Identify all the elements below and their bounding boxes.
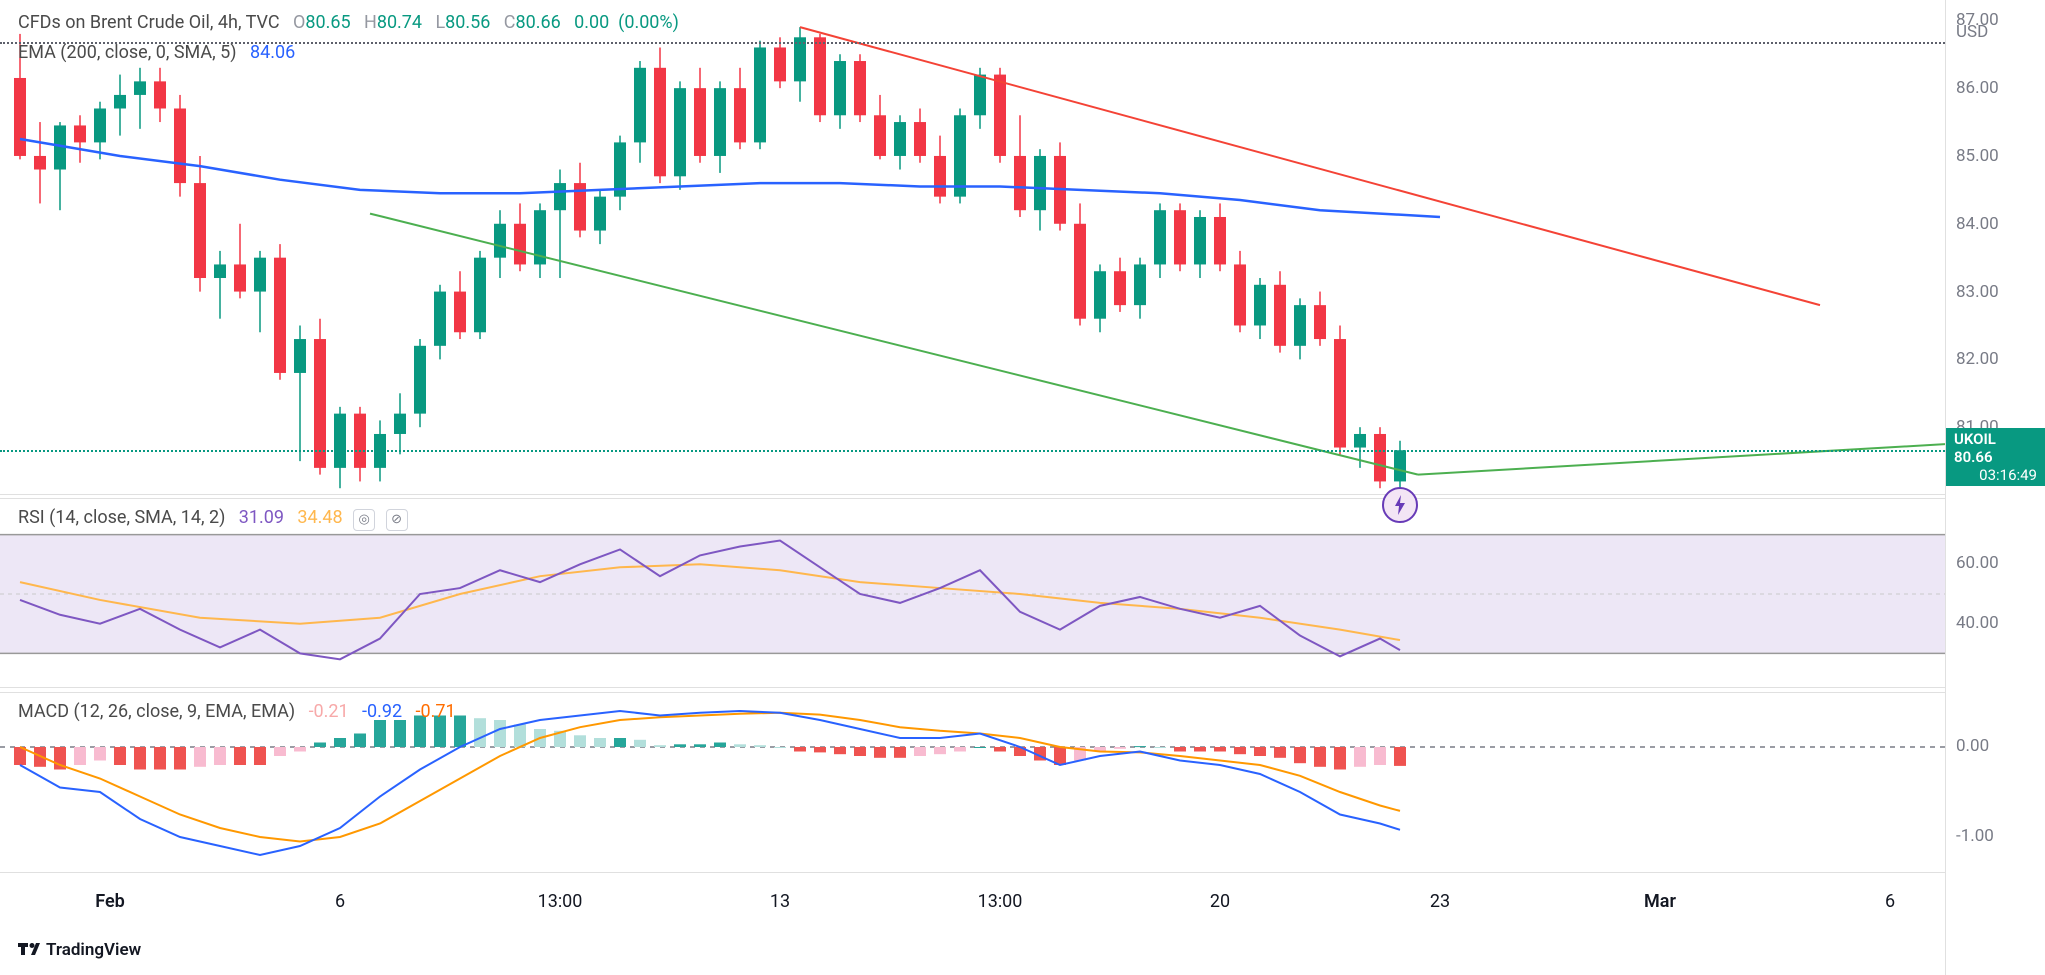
xaxis-tick: Mar	[1644, 891, 1676, 912]
ema-legend: EMA (200, close, 0, SMA, 5) 84.06	[18, 42, 295, 63]
rsi-visibility-icon[interactable]: ◎	[353, 509, 375, 531]
symbol-legend: CFDs on Brent Crude Oil, 4h, TVC O80.65 …	[18, 12, 679, 33]
tradingview-watermark: TradingView	[18, 940, 141, 960]
rsi-yaxis-tick: 60.00	[1956, 553, 1999, 573]
main-chart-svg	[0, 0, 1945, 495]
y-axis: USD 87.0086.0085.0084.0083.0082.0081.00U…	[1945, 0, 2045, 975]
macd-sig: -0.71	[416, 701, 456, 722]
current-price-badge: UKOIL 80.6603:16:49	[1946, 428, 2045, 486]
rsi-label: RSI (14, close, SMA, 14, 2)	[18, 507, 225, 528]
rsi-v2: 34.48	[297, 507, 342, 528]
macd-yaxis-tick: 0.00	[1956, 736, 1989, 756]
ema-value: 84.06	[250, 42, 295, 63]
alert-icon[interactable]	[1382, 487, 1418, 523]
current-price-line	[0, 450, 1945, 452]
macd-pane[interactable]: MACD (12, 26, close, 9, EMA, EMA) -0.21 …	[0, 692, 1945, 872]
macd-label: MACD (12, 26, close, 9, EMA, EMA)	[18, 701, 295, 722]
yaxis-tick: 87.00	[1956, 10, 1999, 30]
symbol-title: CFDs on Brent Crude Oil, 4h, TVC	[18, 12, 280, 33]
rsi-settings-icon[interactable]: ⊘	[386, 509, 408, 531]
rsi-pane[interactable]: RSI (14, close, SMA, 14, 2) 31.09 34.48 …	[0, 498, 1945, 688]
macd-val: -0.92	[362, 701, 402, 722]
xaxis-tick: 23	[1430, 891, 1450, 912]
xaxis-tick: Feb	[95, 891, 125, 912]
ema-label: EMA (200, close, 0, SMA, 5)	[18, 42, 237, 63]
xaxis-tick: 13:00	[978, 891, 1023, 912]
x-axis: Feb 6 13:00 13 13:00 20 23 Mar 6	[0, 872, 1945, 932]
yaxis-tick: 86.00	[1956, 78, 1999, 98]
yaxis-tick: 83.00	[1956, 282, 1999, 302]
macd-yaxis-tick: -1.00	[1956, 826, 1994, 846]
macd-legend: MACD (12, 26, close, 9, EMA, EMA) -0.21 …	[18, 701, 456, 722]
rsi-yaxis-tick: 40.00	[1956, 613, 1999, 633]
rsi-legend: RSI (14, close, SMA, 14, 2) 31.09 34.48 …	[18, 507, 408, 531]
yaxis-tick: 84.00	[1956, 214, 1999, 234]
xaxis-tick: 6	[1885, 891, 1895, 912]
yaxis-tick: 82.00	[1956, 349, 1999, 369]
xaxis-tick: 13	[770, 891, 790, 912]
xaxis-tick: 6	[335, 891, 345, 912]
xaxis-tick: 13:00	[538, 891, 583, 912]
yaxis-tick: 85.00	[1956, 146, 1999, 166]
macd-hist: -0.21	[309, 701, 349, 722]
xaxis-tick: 20	[1210, 891, 1230, 912]
chart-container[interactable]: CFDs on Brent Crude Oil, 4h, TVC O80.65 …	[0, 0, 1945, 975]
main-price-pane[interactable]: CFDs on Brent Crude Oil, 4h, TVC O80.65 …	[0, 0, 1945, 495]
rsi-v1: 31.09	[239, 507, 284, 528]
